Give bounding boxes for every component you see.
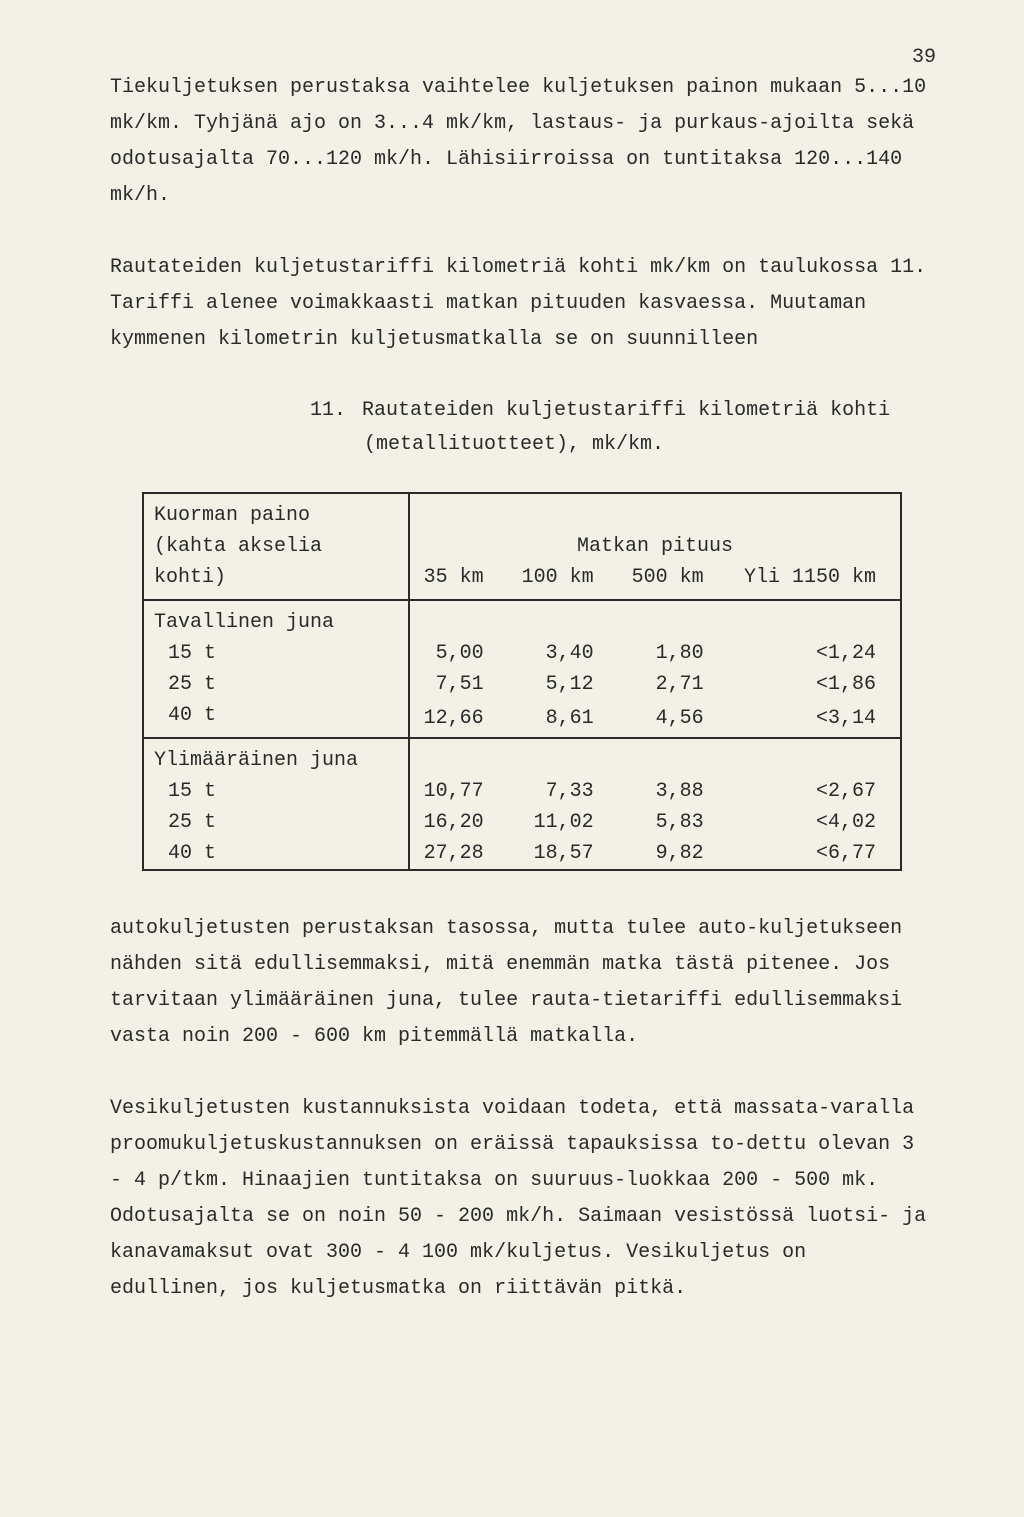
cell: <4,02 [728, 807, 901, 838]
caption-number: 11. [310, 394, 350, 428]
header-matkan-empty [409, 493, 901, 531]
row-label: 15 t [143, 776, 409, 807]
header-col-500km: 500 km [618, 562, 728, 600]
section1-title: Tavallinen juna [143, 600, 409, 638]
cell: <1,86 [728, 669, 901, 700]
paragraph-3: autokuljetusten perustaksan tasossa, mut… [110, 911, 934, 1055]
section2-title: Ylimääräinen juna [143, 738, 409, 776]
row-label: 25 t [143, 669, 409, 700]
table-row: 40 t 27,28 18,57 9,82 <6,77 [143, 838, 901, 870]
header-col-35km: 35 km [409, 562, 508, 600]
row-label: 25 t [143, 807, 409, 838]
cell: 8,61 [508, 700, 618, 738]
cell: 4,56 [618, 700, 728, 738]
cell: 2,71 [618, 669, 728, 700]
header-load-line3: kohti) [143, 562, 409, 600]
table-row: 25 t 16,20 11,02 5,83 <4,02 [143, 807, 901, 838]
paragraph-4: Vesikuljetusten kustannuksista voidaan t… [110, 1091, 934, 1307]
cell: <1,24 [728, 638, 901, 669]
table-row: 40 t 12,66 8,61 4,56 <3,14 [143, 700, 901, 738]
table-caption: 11. Rautateiden kuljetustariffi kilometr… [310, 394, 934, 462]
tariff-table: Kuorman paino (kahta akselia Matkan pitu… [142, 492, 902, 871]
cell: <3,14 [728, 700, 901, 738]
cell: 7,33 [508, 776, 618, 807]
cell: 5,12 [508, 669, 618, 700]
cell: <6,77 [728, 838, 901, 870]
row-label: 40 t [143, 700, 409, 738]
cell: 5,00 [409, 638, 508, 669]
cell: 3,88 [618, 776, 728, 807]
paragraph-2: Rautateiden kuljetustariffi kilometriä k… [110, 250, 934, 358]
cell: 27,28 [409, 838, 508, 870]
cell: 7,51 [409, 669, 508, 700]
table-row: 25 t 7,51 5,12 2,71 <1,86 [143, 669, 901, 700]
cell: 11,02 [508, 807, 618, 838]
cell: 18,57 [508, 838, 618, 870]
caption-text-line2: (metallituotteet), mk/km. [364, 428, 934, 462]
header-col-100km: 100 km [508, 562, 618, 600]
paragraph-1: Tiekuljetuksen perustaksa vaihtelee kulj… [110, 70, 934, 214]
row-label: 15 t [143, 638, 409, 669]
cell: 10,77 [409, 776, 508, 807]
document-page: 39 Tiekuljetuksen perustaksa vaihtelee k… [0, 0, 1024, 1517]
header-col-yli1150km: Yli 1150 km [728, 562, 901, 600]
cell: <2,67 [728, 776, 901, 807]
cell: 9,82 [618, 838, 728, 870]
cell: 12,66 [409, 700, 508, 738]
cell: 5,83 [618, 807, 728, 838]
caption-text-line1: Rautateiden kuljetustariffi kilometriä k… [362, 399, 890, 422]
page-number: 39 [912, 46, 936, 69]
cell: 3,40 [508, 638, 618, 669]
cell: 16,20 [409, 807, 508, 838]
header-load-line1: Kuorman paino [143, 493, 409, 531]
table-row: 15 t 10,77 7,33 3,88 <2,67 [143, 776, 901, 807]
header-load-line2: (kahta akselia [143, 531, 409, 562]
header-matkan: Matkan pituus [409, 531, 901, 562]
table-row: 15 t 5,00 3,40 1,80 <1,24 [143, 638, 901, 669]
cell: 1,80 [618, 638, 728, 669]
row-label: 40 t [143, 838, 409, 870]
